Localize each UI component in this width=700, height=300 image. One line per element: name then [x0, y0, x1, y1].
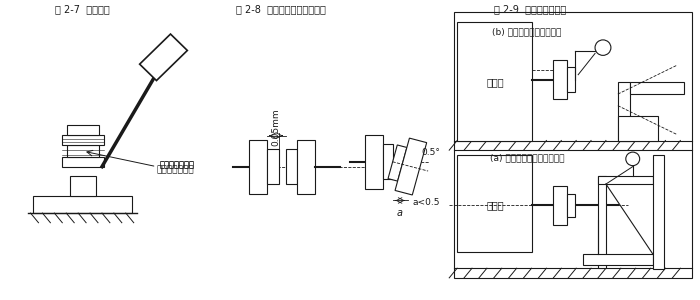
Bar	[62, 135, 104, 145]
Bar	[67, 125, 99, 135]
Bar	[598, 176, 652, 184]
Text: 此处应垫一铜棒: 此处应垫一铜棒	[157, 165, 194, 174]
Text: (a) 用百分表检查联轴器端面: (a) 用百分表检查联轴器端面	[490, 153, 564, 162]
Bar	[454, 12, 692, 278]
Bar	[554, 60, 567, 99]
Text: (b) 用百分表检查支座端面: (b) 用百分表检查支座端面	[492, 27, 562, 36]
Bar	[32, 196, 132, 213]
Bar	[70, 176, 96, 196]
Bar	[554, 186, 567, 225]
Bar	[139, 34, 188, 81]
Bar	[248, 140, 267, 194]
Text: a: a	[397, 208, 402, 218]
Bar	[62, 157, 104, 166]
Text: 图 2-9  安装精度的检查: 图 2-9 安装精度的检查	[494, 4, 567, 14]
Bar	[286, 149, 298, 184]
Circle shape	[595, 40, 611, 56]
Text: 此处应垫一铜棒: 此处应垫一铜棒	[160, 160, 195, 169]
Bar	[67, 145, 99, 157]
Text: 0.05mm: 0.05mm	[271, 109, 280, 146]
Bar	[457, 155, 531, 252]
Text: 原动机: 原动机	[486, 77, 504, 88]
Bar	[618, 82, 630, 140]
Bar	[298, 140, 315, 194]
Text: 此处应垫一铜棒: 此处应垫一铜棒	[160, 160, 195, 169]
Text: 图 2-8  联轴器之间的安装精度: 图 2-8 联轴器之间的安装精度	[236, 4, 326, 14]
Polygon shape	[395, 138, 427, 195]
Text: 原动机: 原动机	[486, 200, 504, 210]
Bar	[583, 254, 652, 265]
Bar	[383, 144, 393, 179]
Bar	[618, 116, 657, 140]
Bar	[267, 149, 279, 184]
Text: 图 2-7  注意事项: 图 2-7 注意事项	[55, 4, 110, 14]
Bar	[457, 22, 531, 140]
Bar	[652, 155, 664, 269]
Bar	[567, 67, 575, 92]
Bar	[598, 176, 606, 268]
Bar	[630, 82, 685, 94]
Bar	[365, 135, 383, 189]
Text: a<0.5: a<0.5	[412, 198, 440, 207]
Text: 0.5°: 0.5°	[421, 148, 440, 157]
Polygon shape	[388, 145, 407, 181]
Bar	[567, 194, 575, 217]
Circle shape	[626, 152, 640, 166]
